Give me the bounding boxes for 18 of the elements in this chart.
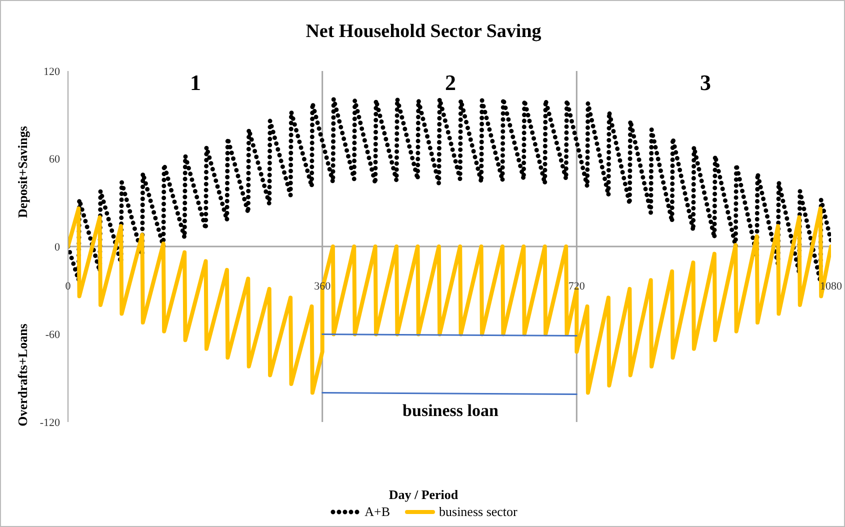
chart-title: Net Household Sector Saving [304,21,542,43]
annotation: 3 [700,70,711,96]
annotation: business loan [402,401,498,421]
y-tick-label: 60 [49,154,60,166]
y-tick-label: 120 [44,66,60,78]
x-axis-title: Day / Period [388,487,460,503]
legend-label: A+B [364,504,390,520]
text: Overdrafts+Loans [15,323,31,426]
annotation: 2 [445,70,456,96]
x-tick-label: 0 [65,280,72,292]
line-series [68,96,831,284]
x-tick-label: 720 [568,280,586,292]
y-axis-title: Deposit+Savings [15,126,31,218]
legend-label: business sector [438,504,518,520]
y-tick-label: 0 [54,241,60,254]
annotation: 1 [190,70,201,96]
y-tick-label: -120 [40,416,60,429]
y-tick-label: -60 [45,329,60,342]
